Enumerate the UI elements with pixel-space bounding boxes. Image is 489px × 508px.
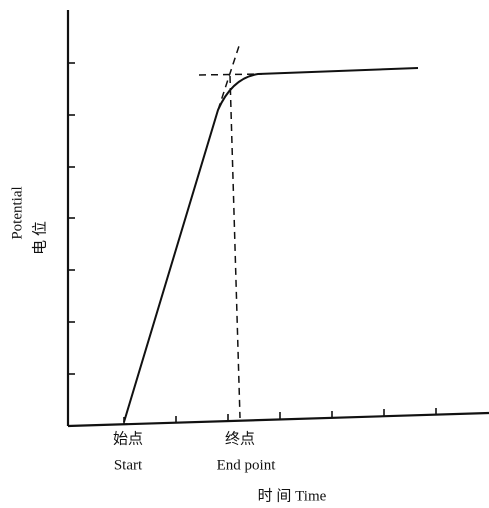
x-label: 时 间 Time bbox=[258, 487, 327, 504]
plateau-line bbox=[198, 73, 263, 76]
start-label-zh: 始点 bbox=[113, 430, 143, 447]
y-label-en: Potential bbox=[9, 186, 25, 239]
y-ticks bbox=[68, 62, 75, 375]
x-axis bbox=[67, 411, 489, 428]
y-label-zh: 电 位 bbox=[31, 221, 48, 255]
titration-curve bbox=[123, 67, 419, 423]
end-point-line bbox=[229, 75, 241, 419]
end-label-zh: 终点 bbox=[225, 430, 255, 447]
start-label-en: Start bbox=[114, 457, 143, 473]
end-label-en: End point bbox=[217, 457, 277, 473]
tangent-line bbox=[217, 45, 240, 111]
